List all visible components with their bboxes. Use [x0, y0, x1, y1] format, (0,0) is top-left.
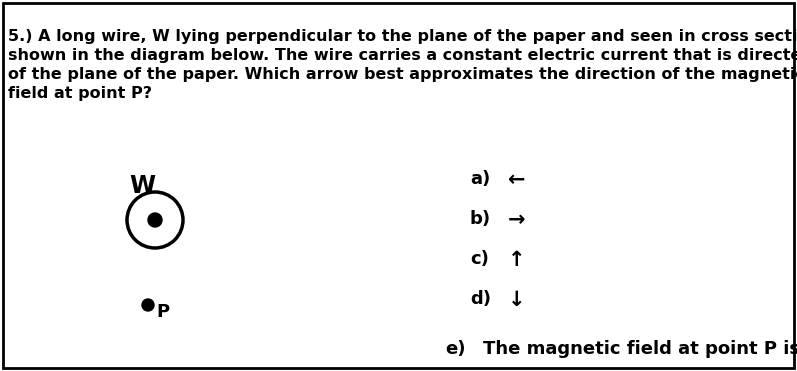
Text: of the plane of the paper. Which arrow best approximates the direction of the ma: of the plane of the paper. Which arrow b…: [8, 67, 797, 82]
Circle shape: [148, 213, 162, 227]
Text: a): a): [470, 170, 490, 188]
Text: field at point P?: field at point P?: [8, 86, 152, 101]
Text: →: →: [508, 210, 525, 230]
Text: P: P: [156, 303, 169, 321]
Text: d): d): [470, 290, 491, 308]
Text: ←: ←: [508, 170, 525, 190]
Text: e): e): [445, 340, 465, 358]
Text: c): c): [470, 250, 489, 268]
Text: b): b): [470, 210, 491, 228]
Text: ↑: ↑: [508, 250, 525, 270]
Circle shape: [142, 299, 154, 311]
Text: ↓: ↓: [508, 290, 525, 310]
Text: W: W: [129, 174, 155, 198]
Text: The magnetic field at point P is zero.: The magnetic field at point P is zero.: [483, 340, 797, 358]
Text: 5.) A long wire, W lying perpendicular to the plane of the paper and seen in cro: 5.) A long wire, W lying perpendicular t…: [8, 29, 797, 44]
Text: shown in the diagram below. The wire carries a constant electric current that is: shown in the diagram below. The wire car…: [8, 48, 797, 63]
